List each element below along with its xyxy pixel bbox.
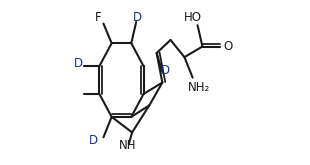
Text: D: D xyxy=(133,11,142,24)
Text: F: F xyxy=(95,11,101,24)
Text: D: D xyxy=(89,134,98,147)
Text: HO: HO xyxy=(184,11,202,24)
Text: D: D xyxy=(161,64,170,77)
Text: NH: NH xyxy=(118,139,136,152)
Text: O: O xyxy=(223,40,232,53)
Text: D: D xyxy=(73,57,83,70)
Text: NH₂: NH₂ xyxy=(188,81,210,94)
